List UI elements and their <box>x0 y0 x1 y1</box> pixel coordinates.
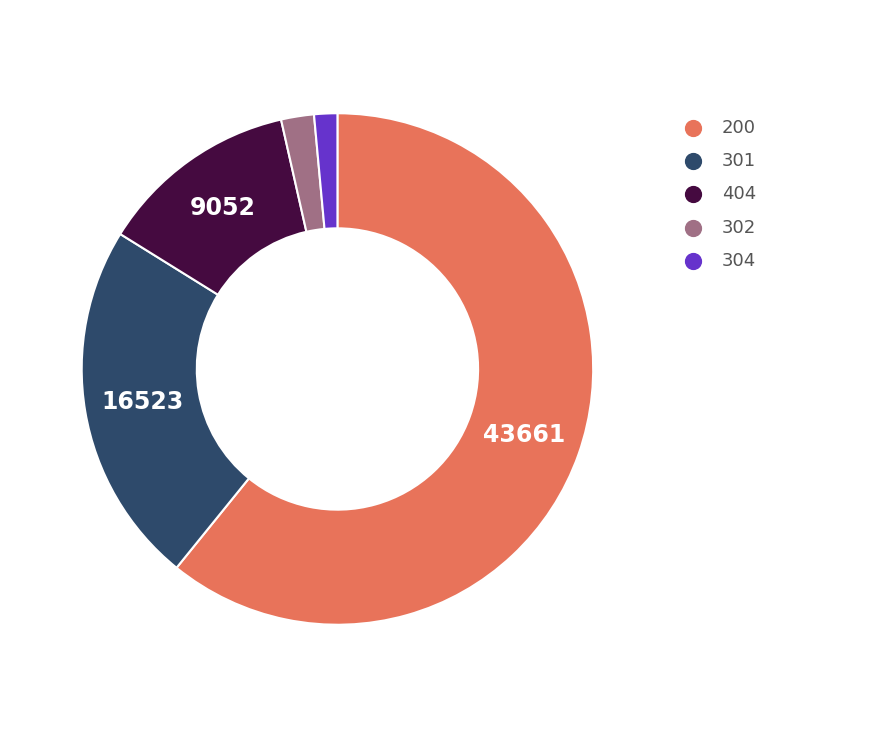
Wedge shape <box>120 120 306 294</box>
Circle shape <box>197 228 478 510</box>
Wedge shape <box>82 234 249 568</box>
Wedge shape <box>281 114 324 232</box>
Text: 16523: 16523 <box>101 390 183 414</box>
Wedge shape <box>177 113 593 625</box>
Wedge shape <box>314 113 337 229</box>
Legend: 200, 301, 404, 302, 304: 200, 301, 404, 302, 304 <box>666 109 765 279</box>
Text: 9052: 9052 <box>189 196 256 219</box>
Text: 43661: 43661 <box>483 423 566 447</box>
